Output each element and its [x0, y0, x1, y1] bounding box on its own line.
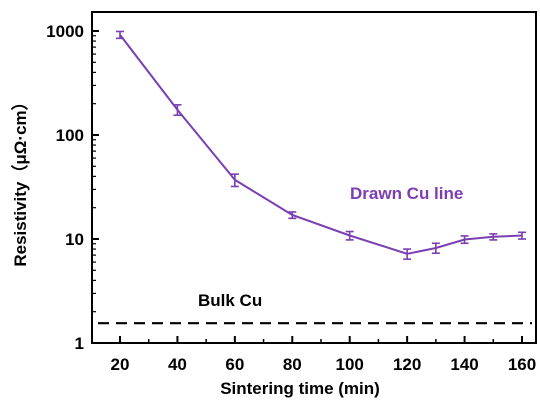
x-tick-label: 80: [283, 355, 302, 374]
x-tick-label: 120: [393, 355, 421, 374]
x-tick-label: 60: [225, 355, 244, 374]
x-tick-label: 140: [450, 355, 478, 374]
x-tick-label: 40: [168, 355, 187, 374]
x-axis-title: Sintering time (min): [220, 379, 380, 398]
axis-tick-labels: 20 40 60 80 100 120 140 160 1 10 100 1000: [46, 22, 536, 374]
data-series: [116, 30, 526, 260]
y-tick-label: 10: [65, 230, 84, 249]
plot-frame: [91, 11, 537, 344]
y-tick-label: 100: [56, 126, 84, 145]
bulk-cu-annotation: Bulk Cu: [198, 291, 262, 310]
x-tick-label: 160: [508, 355, 536, 374]
series-line: [119, 34, 523, 255]
x-tick-label: 20: [111, 355, 130, 374]
y-tick-label: 1000: [46, 22, 84, 41]
x-tick-label: 100: [336, 355, 364, 374]
y-axis-title: Resistivity（μΩ·cm）: [10, 93, 30, 266]
axis-ticks: [92, 30, 523, 344]
series-annotation: Drawn Cu line: [350, 184, 463, 203]
y-tick-label: 1: [75, 334, 84, 353]
